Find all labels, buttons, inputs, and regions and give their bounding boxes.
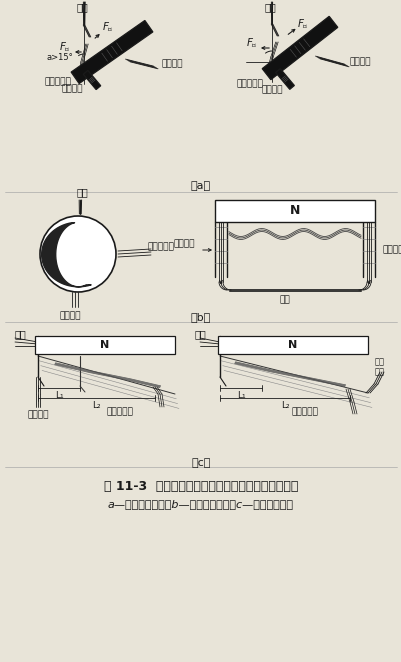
Text: 分离隔板: 分离隔板 xyxy=(61,85,83,93)
Bar xyxy=(217,336,367,354)
Text: 磁性部分: 磁性部分 xyxy=(349,58,371,66)
Text: 非磁性部分: 非磁性部分 xyxy=(147,242,174,252)
Polygon shape xyxy=(83,70,101,89)
Text: N: N xyxy=(289,205,300,218)
Text: 非磁性部分: 非磁性部分 xyxy=(45,77,71,87)
Polygon shape xyxy=(71,21,152,83)
Text: L₂: L₂ xyxy=(280,401,289,410)
Text: L₁: L₁ xyxy=(236,391,245,399)
Bar xyxy=(215,200,374,222)
Text: $F_{磁}$: $F_{磁}$ xyxy=(296,17,308,30)
Text: （b）: （b） xyxy=(190,312,211,322)
Text: 原料: 原料 xyxy=(279,295,290,305)
Text: 原料: 原料 xyxy=(76,187,88,197)
Text: 非磁性部分: 非磁性部分 xyxy=(236,79,263,89)
Text: 磁性
部分: 磁性 部分 xyxy=(374,357,384,377)
Text: 磁性部分: 磁性部分 xyxy=(162,60,183,68)
Text: 原料: 原料 xyxy=(263,2,275,12)
Text: 分离隔板: 分离隔板 xyxy=(261,85,282,95)
Text: a>15°: a>15° xyxy=(47,52,73,62)
Text: a—磁性矿粒偏离；b—磁性矿粒吸住；c—磁性矿粒吸出: a—磁性矿粒偏离；b—磁性矿粒吸住；c—磁性矿粒吸出 xyxy=(108,499,293,509)
Text: $F_{机}$: $F_{机}$ xyxy=(245,36,257,50)
Text: 原料: 原料 xyxy=(194,329,205,339)
Text: 图 11-3  物料在不同情况下按磁性分离时的不同路径: 图 11-3 物料在不同情况下按磁性分离时的不同路径 xyxy=(103,481,298,493)
Text: $F_{机}$: $F_{机}$ xyxy=(59,40,71,54)
Text: 磁性部分: 磁性部分 xyxy=(59,312,81,320)
Text: L₁: L₁ xyxy=(55,391,63,399)
Polygon shape xyxy=(261,17,337,79)
Text: （c）: （c） xyxy=(191,458,210,468)
Polygon shape xyxy=(275,69,294,89)
Text: 非磁性部分: 非磁性部分 xyxy=(106,408,133,416)
Text: 非磁性部分: 非磁性部分 xyxy=(291,408,318,416)
Text: N: N xyxy=(100,340,109,350)
Text: 磁性部分: 磁性部分 xyxy=(27,410,49,420)
Circle shape xyxy=(40,216,116,292)
Text: 磁性部分: 磁性部分 xyxy=(173,240,194,248)
Text: 原料: 原料 xyxy=(76,2,88,12)
Text: 原料: 原料 xyxy=(15,329,27,339)
Text: N: N xyxy=(288,340,297,350)
Text: 非磁性部分: 非磁性部分 xyxy=(382,246,401,254)
Text: L₂: L₂ xyxy=(92,401,101,410)
Text: （a）: （a） xyxy=(190,181,211,191)
Text: $F_{磁}$: $F_{磁}$ xyxy=(102,21,113,34)
Bar xyxy=(35,336,174,354)
